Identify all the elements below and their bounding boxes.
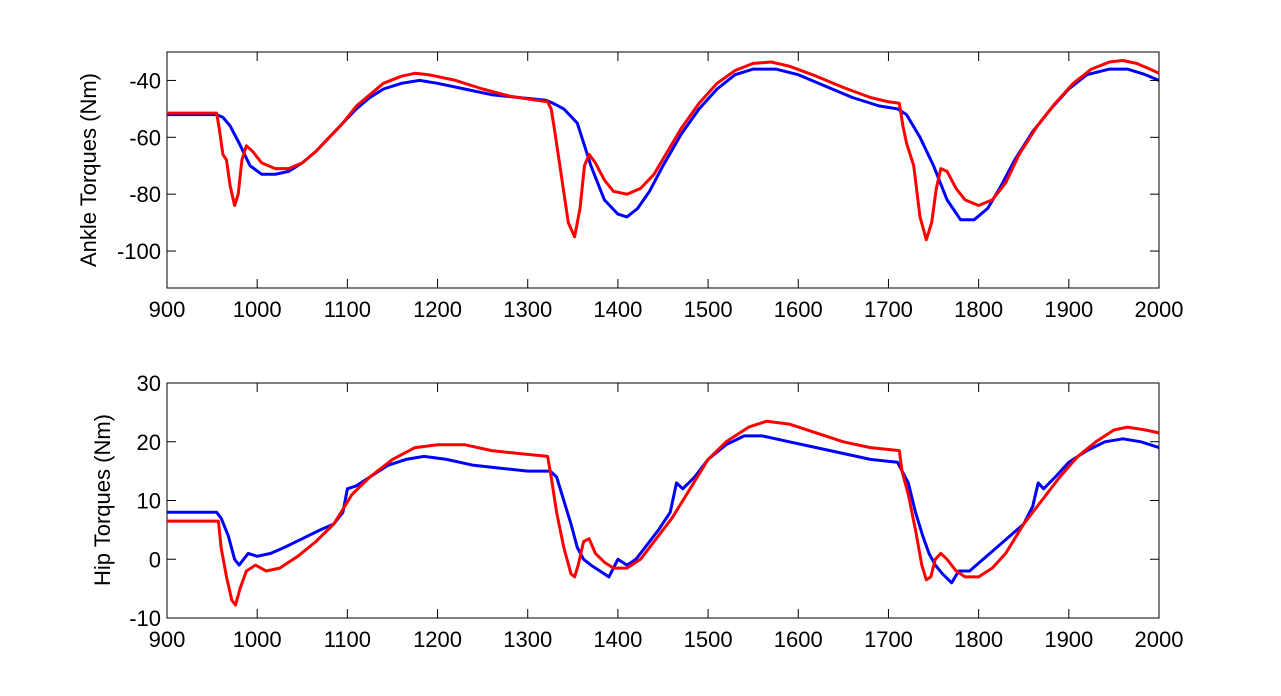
ankle-x-tick-label: 1500 bbox=[684, 297, 733, 322]
hip-x-tick-label: 1100 bbox=[324, 627, 371, 652]
ankle-x-tick-label: 1900 bbox=[1044, 297, 1093, 322]
ankle-y-tick-label: -60 bbox=[129, 125, 161, 150]
hip-y-tick-label: -10 bbox=[129, 606, 161, 631]
hip-y-tick-label: 30 bbox=[137, 371, 161, 396]
hip-x-tick-label: 1500 bbox=[684, 627, 733, 652]
ankle-x-tick-label: 1400 bbox=[593, 297, 642, 322]
hip-y-tick-label: 10 bbox=[137, 489, 161, 514]
hip-x-tick-label: 1900 bbox=[1044, 627, 1093, 652]
hip-x-tick-label: 1000 bbox=[233, 627, 282, 652]
ankle-x-tick-label: 1800 bbox=[954, 297, 1003, 322]
hip-series-line-red bbox=[167, 419, 1160, 607]
hip-series-layer bbox=[167, 419, 1160, 607]
ankle-x-tick-label: 2000 bbox=[1135, 297, 1184, 322]
hip-plot-area bbox=[166, 382, 1160, 619]
ankle-x-tick-label: 1600 bbox=[774, 297, 823, 322]
hip-y-tick-label: 0 bbox=[149, 547, 161, 572]
hip-x-tick-label: 1400 bbox=[593, 627, 642, 652]
ankle-ticks: 900 1000 1100 1200 1300 1400 1500 1600 1700 1800 1… bbox=[117, 52, 1184, 322]
hip-ticks: 900 1000 1100 1200 1300 1400 1500 1600 1700 1800 1… bbox=[129, 371, 1183, 652]
ankle-series-layer bbox=[167, 59, 1160, 242]
hip-chart: 900 1000 1100 1200 1300 1400 1500 1600 1700 1800 1… bbox=[90, 371, 1183, 652]
hip-y-axis-label: Hip Torques (Nm) bbox=[90, 414, 115, 586]
hip-x-tick-label: 2000 bbox=[1135, 627, 1184, 652]
ankle-series-line-red bbox=[167, 59, 1160, 242]
ankle-y-tick-label: -80 bbox=[129, 182, 161, 207]
ankle-y-tick-label: -40 bbox=[129, 68, 161, 93]
hip-x-tick-label: 1700 bbox=[864, 627, 913, 652]
hip-x-tick-label: 1800 bbox=[954, 627, 1003, 652]
hip-x-tick-label: 1300 bbox=[503, 627, 552, 652]
ankle-x-tick-label: 1000 bbox=[233, 297, 282, 322]
ankle-y-axis-label: Ankle Torques (Nm) bbox=[76, 73, 101, 267]
ankle-chart: 900 1000 1100 1200 1300 1400 1500 1600 1700 1800 1… bbox=[76, 51, 1184, 322]
hip-x-tick-label: 900 bbox=[149, 627, 186, 652]
ankle-x-tick-label: 900 bbox=[149, 297, 186, 322]
hip-y-tick-label: 20 bbox=[137, 430, 161, 455]
ankle-x-tick-label: 1100 bbox=[324, 297, 371, 322]
ankle-plot-area bbox=[166, 51, 1160, 289]
ankle-x-tick-label: 1300 bbox=[503, 297, 552, 322]
ankle-x-tick-label: 1700 bbox=[864, 297, 913, 322]
ankle-y-tick-label: -100 bbox=[117, 239, 161, 264]
ankle-x-tick-label: 1200 bbox=[413, 297, 462, 322]
hip-x-tick-label: 1600 bbox=[774, 627, 823, 652]
hip-x-tick-label: 1200 bbox=[413, 627, 462, 652]
